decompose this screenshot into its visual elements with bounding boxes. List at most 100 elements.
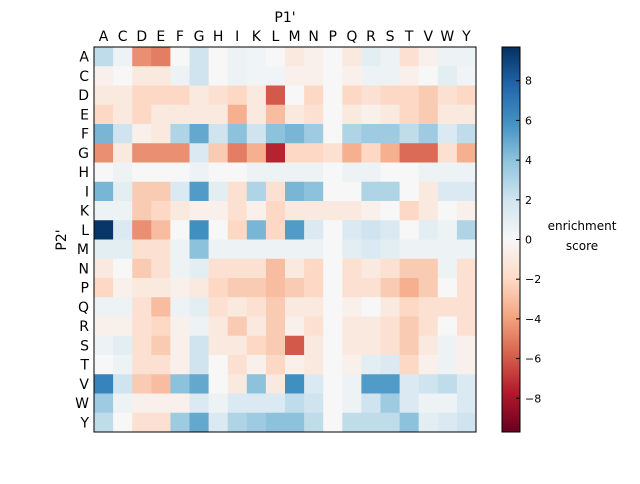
heatmap-cell-N-E [151, 258, 171, 279]
heatmap-cell-H-A [94, 162, 114, 183]
heatmap-cell-S-T [399, 335, 420, 356]
heatmap-cell-N-S [380, 258, 400, 279]
heatmap-cell-M-G [189, 239, 209, 260]
heatmap-cell-S-K [246, 335, 267, 356]
heatmap-cell-R-E [151, 316, 171, 337]
heatmap-cell-T-N [304, 355, 324, 375]
heatmap-cell-P-F [170, 278, 190, 298]
heatmap-cell-F-D [132, 124, 152, 144]
y-tick-label: F [81, 127, 89, 143]
y-tick-label: L [81, 223, 89, 239]
heatmap-cell-N-T [399, 258, 420, 279]
heatmap-cell-C-A [94, 66, 114, 86]
heatmap-cell-G-L [265, 143, 286, 163]
heatmap-cell-D-R [361, 85, 381, 106]
heatmap-cell-W-D [132, 393, 152, 414]
x-tick-label: R [366, 29, 376, 45]
heatmap-cell-Y-M [285, 412, 305, 433]
colorbar-tick-label: 0 [525, 234, 532, 247]
x-tick-label: V [423, 29, 433, 45]
heatmap-cell-N-C [113, 258, 133, 279]
heatmap-cell-I-E [151, 181, 171, 202]
heatmap-cell-V-M [285, 374, 305, 394]
x-tick-label: C [118, 29, 128, 45]
heatmap-cell-N-F [170, 258, 190, 279]
heatmap-cell-R-W [437, 316, 458, 337]
heatmap-cell-Y-S [380, 412, 400, 433]
heatmap-cell-K-A [94, 201, 114, 221]
heatmap-cell-R-K [246, 316, 267, 337]
y-tick-label: G [78, 146, 89, 162]
heatmap-cell-Q-L [265, 297, 286, 317]
heatmap-cell-H-E [151, 162, 171, 183]
heatmap-cell-L-G [189, 220, 209, 240]
heatmap-cell-Q-A [94, 297, 114, 317]
heatmap-cell-T-K [246, 355, 267, 375]
heatmap-cell-P-T [399, 278, 420, 298]
heatmap-cell-Q-M [285, 297, 305, 317]
heatmap-cell-L-M [285, 220, 305, 240]
heatmap-cell-D-L [265, 85, 286, 106]
heatmap-cell-E-W [437, 104, 458, 125]
heatmap-cell-C-F [170, 66, 190, 86]
x-tick-label: P [329, 29, 337, 45]
heatmap-cell-N-R [361, 258, 381, 279]
heatmap-cell-S-S [380, 335, 400, 356]
heatmap-cell-W-S [380, 393, 400, 414]
x-tick-label: I [235, 29, 239, 45]
heatmap-cell-H-D [132, 162, 152, 183]
x-tick-label: A [99, 29, 109, 45]
heatmap-cell-Q-R [361, 297, 381, 317]
heatmap-cell-Y-D [132, 412, 152, 433]
heatmap-cell-H-R [361, 162, 381, 183]
heatmap-cell-W-I [227, 393, 248, 414]
heatmap-cell-P-Q [342, 278, 362, 298]
heatmap-cell-T-R [361, 355, 381, 375]
heatmap-cell-Q-G [189, 297, 209, 317]
heatmap-cell-Y-I [227, 412, 248, 433]
heatmap-cell-S-A [94, 335, 114, 356]
heatmap-cell-T-S [380, 355, 400, 375]
x-tick-label: K [252, 29, 262, 45]
heatmap-cell-A-K [246, 47, 267, 67]
heatmap-cell-I-L [265, 181, 286, 202]
heatmap-cell-K-Y [456, 201, 477, 221]
heatmap-cell-E-S [380, 104, 400, 125]
heatmap-cell-E-M [285, 104, 305, 125]
x-tick-label: S [386, 29, 395, 45]
heatmap-cell-P-E [151, 278, 171, 298]
heatmap-cell-I-D [132, 181, 152, 202]
heatmap-cell-D-E [151, 85, 171, 106]
heatmap-cell-R-H [208, 316, 229, 337]
heatmap-cell-L-A [94, 220, 114, 240]
heatmap-cell-E-V [418, 104, 439, 125]
heatmap-cell-Q-C [113, 297, 133, 317]
heatmap-cell-F-C [113, 124, 133, 144]
heatmap-cell-V-A [94, 374, 114, 394]
colorbar-tick-label: 8 [525, 75, 532, 88]
heatmap-cell-F-T [399, 124, 420, 144]
heatmap-cell-S-I [227, 335, 248, 356]
heatmap-cell-H-P [323, 162, 343, 183]
heatmap-cell-T-Y [456, 355, 477, 375]
heatmap-cell-E-L [265, 104, 286, 125]
heatmap-cell-V-L [265, 374, 286, 394]
heatmap-cell-I-G [189, 181, 209, 202]
heatmap-cell-A-G [189, 47, 209, 67]
heatmap-cell-L-Y [456, 220, 477, 240]
heatmap-cell-E-Y [456, 104, 477, 125]
heatmap-cell-A-S [380, 47, 400, 67]
heatmap-cell-M-T [399, 239, 420, 260]
heatmap-cell-W-W [437, 393, 458, 414]
heatmap-cell-R-Y [456, 316, 477, 337]
heatmap-cell-F-V [418, 124, 439, 144]
heatmap-cell-P-D [132, 278, 152, 298]
colorbar-tick-label: 2 [525, 194, 532, 207]
heatmap-cell-Q-T [399, 297, 420, 317]
heatmap-cell-S-R [361, 335, 381, 356]
x-tick-label: G [194, 29, 205, 45]
heatmap-cell-C-L [265, 66, 286, 86]
heatmap-cell-S-G [189, 335, 209, 356]
heatmap-cell-H-N [304, 162, 324, 183]
heatmap-cell-W-E [151, 393, 171, 414]
